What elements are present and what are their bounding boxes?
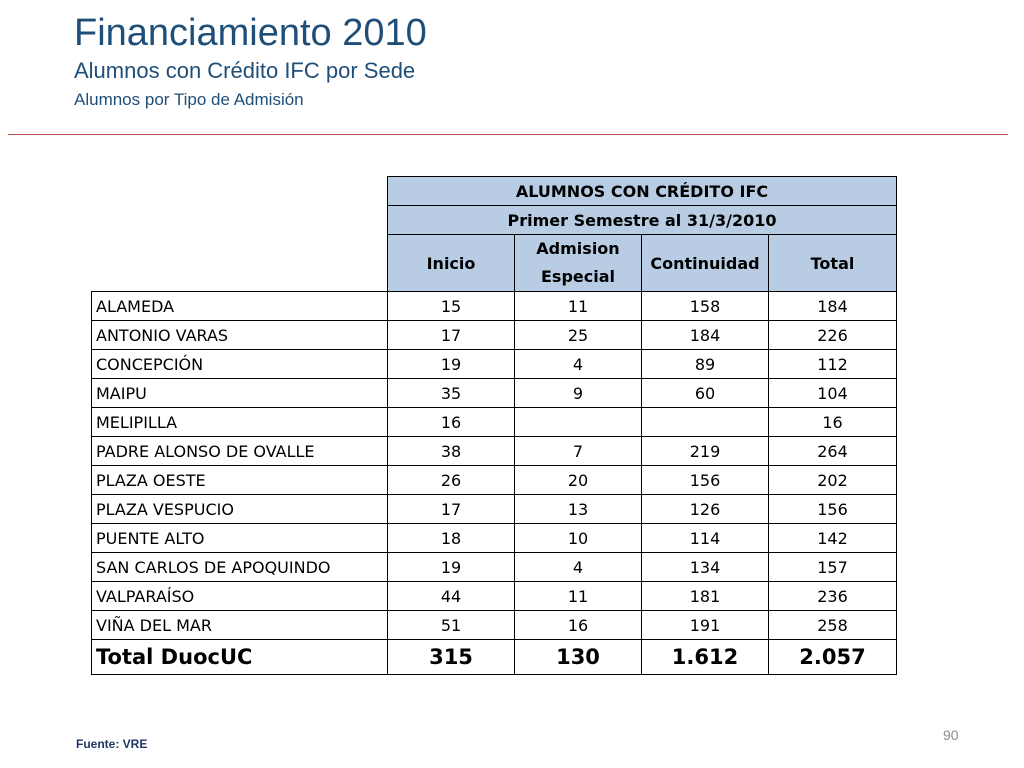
inicio-cell: 18 <box>387 523 515 553</box>
column-header-admision-especial-text: Admision Especial <box>536 239 620 286</box>
page-title: Financiamiento 2010 <box>74 12 427 54</box>
total-cell: 142 <box>768 523 897 553</box>
total-cell: 236 <box>768 581 897 611</box>
column-header-inicio: Inicio <box>387 234 515 292</box>
inicio-cell: 35 <box>387 378 515 408</box>
total-cell: 157 <box>768 552 897 582</box>
page-subtitle: Alumnos con Crédito IFC por Sede <box>74 58 416 83</box>
sede-name-cell: VALPARAÍSO <box>91 581 388 611</box>
table-row: VALPARAÍSO 44 11 181 236 <box>91 581 897 611</box>
total-inicio-cell: 315 <box>387 639 515 675</box>
total-cell: 258 <box>768 610 897 640</box>
total-cell: 156 <box>768 494 897 524</box>
credit-table: ALUMNOS CON CRÉDITO IFC Primer Semestre … <box>91 176 897 675</box>
total-label-cell: Total DuocUC <box>91 639 388 675</box>
inicio-cell: 16 <box>387 407 515 437</box>
inicio-cell: 17 <box>387 320 515 350</box>
continuidad-cell: 156 <box>641 465 769 495</box>
source-note: Fuente: VRE <box>76 737 148 751</box>
table-row: PLAZA VESPUCIO 17 13 126 156 <box>91 494 897 524</box>
table-corner-blank <box>92 235 388 292</box>
admision-cell: 4 <box>514 552 642 582</box>
total-cell: 202 <box>768 465 897 495</box>
sede-name-cell: MAIPU <box>91 378 388 408</box>
sede-name-cell: PLAZA VESPUCIO <box>91 494 388 524</box>
admision-cell: 9 <box>514 378 642 408</box>
table-row: PLAZA OESTE 26 20 156 202 <box>91 465 897 495</box>
sede-name-cell: CONCEPCIÓN <box>91 349 388 379</box>
inicio-cell: 26 <box>387 465 515 495</box>
sede-name-cell: ALAMEDA <box>91 291 388 321</box>
admision-cell: 4 <box>514 349 642 379</box>
sede-name-cell: SAN CARLOS DE APOQUINDO <box>91 552 388 582</box>
table-row: PADRE ALONSO DE OVALLE 38 7 219 264 <box>91 436 897 466</box>
table-corner-blank <box>92 206 388 235</box>
admision-cell: 11 <box>514 581 642 611</box>
table-row: ANTONIO VARAS 17 25 184 226 <box>91 320 897 350</box>
table-row: CONCEPCIÓN 19 4 89 112 <box>91 349 897 379</box>
admision-cell: 7 <box>514 436 642 466</box>
sede-name-cell: PUENTE ALTO <box>91 523 388 553</box>
inicio-cell: 19 <box>387 349 515 379</box>
continuidad-cell: 181 <box>641 581 769 611</box>
table-row: PUENTE ALTO 18 10 114 142 <box>91 523 897 553</box>
continuidad-cell: 134 <box>641 552 769 582</box>
table-row: SAN CARLOS DE APOQUINDO 19 4 134 157 <box>91 552 897 582</box>
total-cell: 104 <box>768 378 897 408</box>
total-admision-cell: 130 <box>514 639 642 675</box>
sede-name-cell: ANTONIO VARAS <box>91 320 388 350</box>
total-cell: 16 <box>768 407 897 437</box>
inicio-cell: 17 <box>387 494 515 524</box>
sede-name-cell: MELIPILLA <box>91 407 388 437</box>
admision-cell: 10 <box>514 523 642 553</box>
total-cell: 184 <box>768 291 897 321</box>
admision-cell <box>514 407 642 437</box>
inicio-cell: 15 <box>387 291 515 321</box>
admision-cell: 25 <box>514 320 642 350</box>
admision-cell: 13 <box>514 494 642 524</box>
continuidad-cell: 184 <box>641 320 769 350</box>
inicio-cell: 38 <box>387 436 515 466</box>
inicio-cell: 19 <box>387 552 515 582</box>
continuidad-cell: 126 <box>641 494 769 524</box>
admision-cell: 20 <box>514 465 642 495</box>
sede-name-cell: PADRE ALONSO DE OVALLE <box>91 436 388 466</box>
continuidad-cell: 158 <box>641 291 769 321</box>
column-header-total: Total <box>768 234 897 292</box>
admision-cell: 16 <box>514 610 642 640</box>
page-subtitle-secondary: Alumnos por Tipo de Admisión <box>74 90 304 109</box>
continuidad-cell: 219 <box>641 436 769 466</box>
table-period: Primer Semestre al 31/3/2010 <box>387 205 897 235</box>
table-title: ALUMNOS CON CRÉDITO IFC <box>387 176 897 206</box>
continuidad-cell: 191 <box>641 610 769 640</box>
inicio-cell: 44 <box>387 581 515 611</box>
sede-name-cell: VIÑA DEL MAR <box>91 610 388 640</box>
column-header-admision-especial: Admision Especial <box>514 234 642 292</box>
table-row: MELIPILLA 16 16 <box>91 407 897 437</box>
total-cell: 226 <box>768 320 897 350</box>
continuidad-cell: 60 <box>641 378 769 408</box>
continuidad-cell <box>641 407 769 437</box>
sede-name-cell: PLAZA OESTE <box>91 465 388 495</box>
total-continuidad-cell: 1.612 <box>641 639 769 675</box>
continuidad-cell: 89 <box>641 349 769 379</box>
total-cell: 112 <box>768 349 897 379</box>
table-row: MAIPU 35 9 60 104 <box>91 378 897 408</box>
table-row: ALAMEDA 15 11 158 184 <box>91 291 897 321</box>
admision-cell: 11 <box>514 291 642 321</box>
table-row: VIÑA DEL MAR 51 16 191 258 <box>91 610 897 640</box>
table-corner-blank <box>92 177 388 206</box>
column-header-continuidad: Continuidad <box>641 234 769 292</box>
header-divider <box>8 134 1008 135</box>
total-total-cell: 2.057 <box>768 639 897 675</box>
page-number: 90 <box>943 727 959 743</box>
table-total-row: Total DuocUC 315 130 1.612 2.057 <box>91 639 897 675</box>
continuidad-cell: 114 <box>641 523 769 553</box>
total-cell: 264 <box>768 436 897 466</box>
inicio-cell: 51 <box>387 610 515 640</box>
